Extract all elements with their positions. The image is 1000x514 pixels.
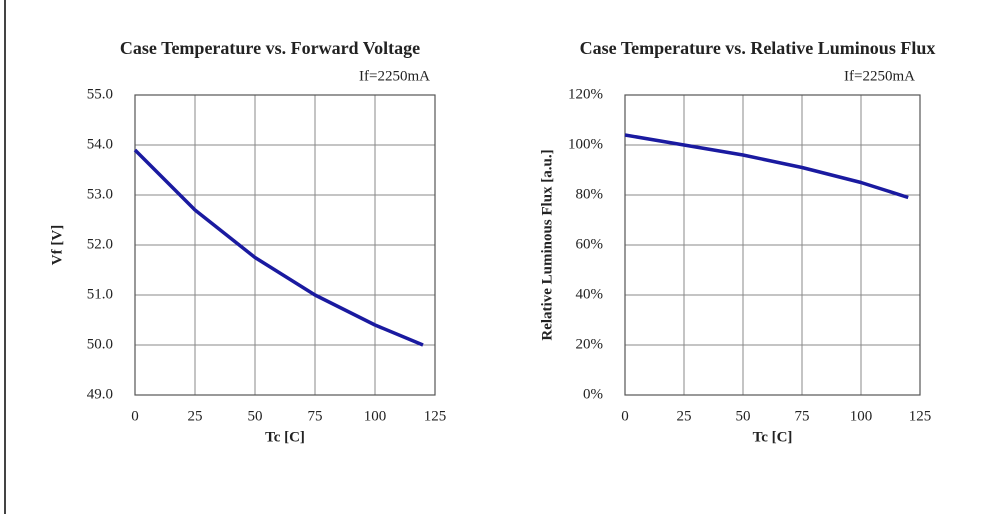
y-tick-label: 80% bbox=[576, 186, 604, 202]
y-axis-title: Relative Luminous Flux [a.u.] bbox=[539, 149, 555, 340]
x-axis-title: Tc [C] bbox=[753, 429, 793, 445]
y-axis-title: Vf [V] bbox=[49, 225, 65, 265]
plot-frame bbox=[624, 94, 921, 396]
x-tick-label: 125 bbox=[424, 408, 447, 424]
y-tick-label: 54.0 bbox=[87, 136, 113, 152]
y-tick-label: 53.0 bbox=[87, 186, 113, 202]
x-tick-label: 75 bbox=[795, 408, 810, 424]
x-tick-label: 0 bbox=[621, 408, 629, 424]
y-tick-label: 40% bbox=[576, 286, 604, 302]
data-line bbox=[624, 133, 909, 200]
y-tick-label: 100% bbox=[568, 136, 603, 152]
y-tick-label: 120% bbox=[568, 86, 603, 102]
x-tick-label: 25 bbox=[677, 408, 692, 424]
chart-title: Case Temperature vs. Forward Voltage bbox=[120, 38, 420, 58]
x-tick-label: 0 bbox=[131, 408, 139, 424]
y-tick-label: 52.0 bbox=[87, 236, 113, 252]
chart-subtitle: If=2250mA bbox=[844, 68, 915, 84]
plot-frame bbox=[134, 94, 436, 396]
chart-title: Case Temperature vs. Relative Luminous F… bbox=[580, 38, 936, 58]
x-tick-label: 100 bbox=[364, 408, 387, 424]
x-tick-label: 50 bbox=[248, 408, 263, 424]
y-tick-label: 0% bbox=[583, 386, 603, 402]
y-tick-label: 50.0 bbox=[87, 336, 113, 352]
y-tick-label: 55.0 bbox=[87, 86, 113, 102]
data-line bbox=[133, 148, 424, 347]
x-tick-label: 125 bbox=[909, 408, 932, 424]
y-tick-label: 20% bbox=[576, 336, 604, 352]
x-tick-label: 100 bbox=[850, 408, 873, 424]
y-tick-label: 51.0 bbox=[87, 286, 113, 302]
y-tick-label: 49.0 bbox=[87, 386, 113, 402]
chart-subtitle: If=2250mA bbox=[359, 68, 430, 84]
x-axis-title: Tc [C] bbox=[265, 429, 305, 445]
x-tick-label: 75 bbox=[308, 408, 323, 424]
y-tick-label: 60% bbox=[576, 236, 604, 252]
x-tick-label: 25 bbox=[188, 408, 203, 424]
x-tick-label: 50 bbox=[736, 408, 751, 424]
